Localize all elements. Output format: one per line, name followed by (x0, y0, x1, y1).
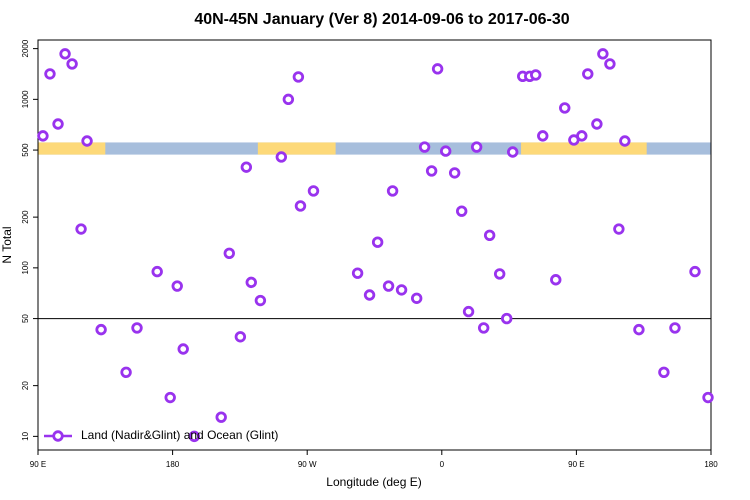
data-point (282, 93, 295, 106)
data-point (576, 130, 588, 142)
data-point (386, 185, 399, 197)
data-point (448, 167, 461, 179)
y-tick-label: 2000 (21, 39, 30, 57)
legend-marker (52, 430, 64, 442)
data-point (530, 69, 542, 81)
x-tick-label: 90 E (30, 460, 46, 469)
data-point (483, 229, 496, 242)
land-band (521, 142, 647, 155)
y-tick-label: 100 (21, 261, 30, 275)
data-point (658, 366, 670, 378)
data-point (689, 265, 701, 278)
data-point (351, 267, 364, 279)
land-band (38, 142, 106, 155)
data-point (275, 151, 288, 163)
data-point (455, 205, 468, 217)
data-point (188, 430, 200, 443)
data-point (604, 58, 616, 70)
x-axis-label: Longitude (deg E) (326, 475, 421, 489)
data-point (395, 284, 408, 296)
data-point (506, 146, 519, 158)
y-tick-label: 50 (21, 314, 30, 323)
data-point (120, 366, 132, 378)
data-point (44, 68, 56, 80)
data-point (59, 48, 71, 60)
x-tick-label: 90 E (568, 460, 584, 469)
data-point (582, 68, 594, 80)
data-point (75, 223, 87, 235)
data-point (164, 391, 176, 404)
data-point (66, 58, 78, 70)
data-point (245, 276, 257, 289)
data-point (470, 141, 483, 153)
data-point (177, 343, 189, 355)
data-point (215, 411, 227, 423)
data-point (493, 268, 506, 280)
data-point (425, 165, 438, 177)
data-point (52, 118, 64, 130)
data-point (431, 63, 444, 75)
data-point (702, 391, 714, 404)
x-tick-label: 180 (166, 460, 180, 469)
data-point (633, 323, 645, 336)
data-point (131, 322, 143, 334)
data-point (254, 294, 267, 307)
data-point (462, 305, 475, 318)
data-point (240, 161, 253, 173)
x-tick-label: 180 (704, 460, 718, 469)
data-point (591, 118, 603, 130)
data-point (439, 145, 452, 157)
data-point (537, 130, 549, 142)
data-point (171, 280, 183, 292)
data-point (669, 322, 681, 334)
y-tick-label: 20 (21, 381, 30, 390)
data-point (597, 48, 609, 60)
data-point (619, 135, 631, 147)
data-point (95, 323, 107, 336)
data-point (37, 130, 49, 142)
data-point (307, 185, 320, 197)
data-point (613, 223, 625, 235)
x-tick-label: 90 W (298, 460, 317, 469)
data-point (501, 312, 513, 325)
legend-label: Land (Nadir&Glint) and Ocean (Glint) (81, 428, 278, 442)
data-point (292, 71, 305, 83)
y-tick-label: 200 (21, 210, 30, 224)
data-point (223, 247, 235, 260)
data-point (371, 236, 384, 248)
data-point (550, 274, 562, 286)
data-point (410, 292, 423, 304)
y-axis-label: N Total (0, 226, 14, 263)
plot-frame (37, 39, 712, 451)
data-point (418, 141, 431, 153)
data-point (81, 135, 93, 147)
data-point (477, 322, 490, 334)
data-point (294, 200, 307, 212)
data-point (559, 102, 571, 114)
x-tick-label: 0 (440, 460, 445, 469)
data-point (382, 280, 395, 292)
data-point (363, 289, 376, 301)
land-band (257, 142, 336, 155)
data-point (151, 265, 163, 278)
data-point (234, 331, 247, 343)
y-tick-label: 1000 (21, 90, 30, 108)
y-tick-label: 500 (21, 143, 30, 157)
y-tick-label: 10 (21, 431, 30, 440)
chart-title: 40N-45N January (Ver 8) 2014-09-06 to 20… (194, 11, 569, 28)
